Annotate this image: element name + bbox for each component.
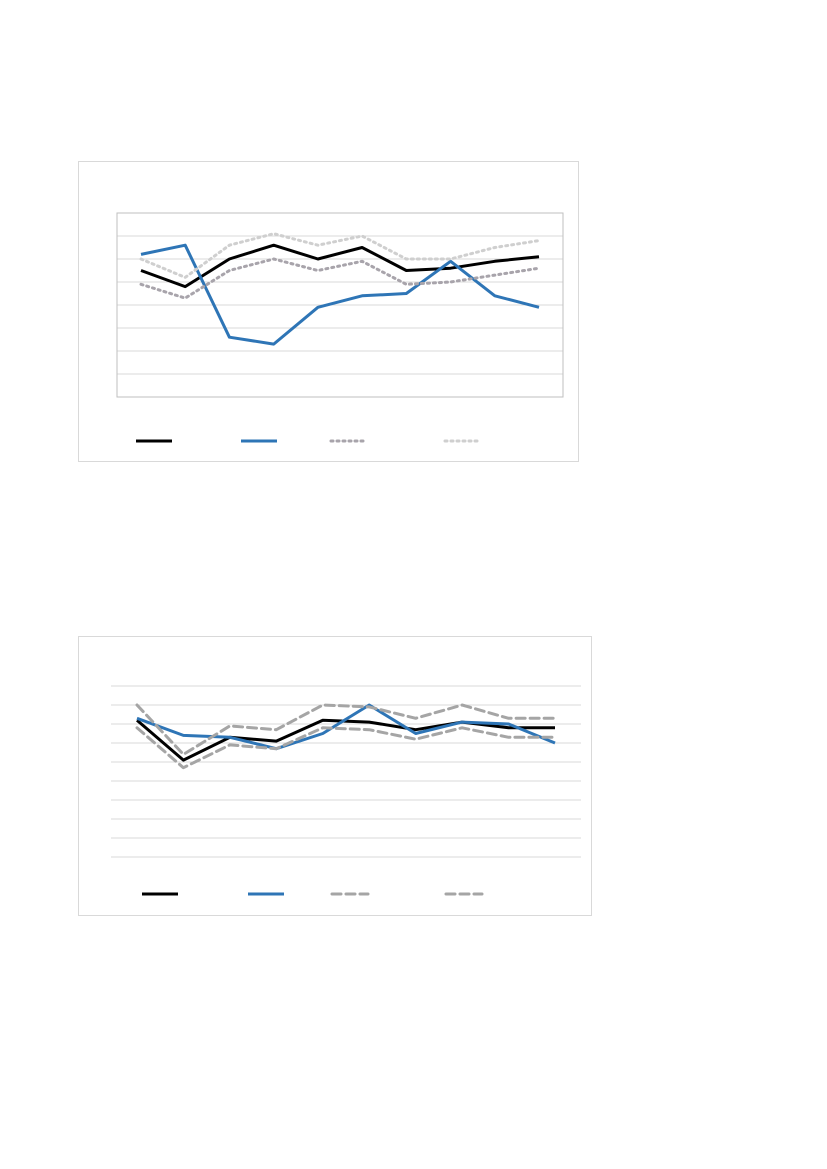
plot-area-border	[116, 212, 564, 398]
chart-2-gridlines	[111, 685, 581, 858]
chart-1-container	[78, 161, 579, 462]
chart-1-series-1-line	[140, 243, 540, 289]
chart-1-svg	[116, 212, 564, 443]
chart-2-series-4-line	[135, 703, 557, 756]
chart-1-series-4-line	[139, 232, 541, 279]
chart-1-series-2-line	[140, 243, 540, 346]
chart-1-series-3-line	[139, 257, 541, 300]
chart-2-series-2-line	[136, 703, 556, 751]
chart-2-series-3-line	[135, 726, 557, 770]
chart-2-svg	[111, 685, 581, 896]
chart-2-series-1-line	[136, 718, 555, 762]
chart-2-container	[78, 636, 592, 916]
